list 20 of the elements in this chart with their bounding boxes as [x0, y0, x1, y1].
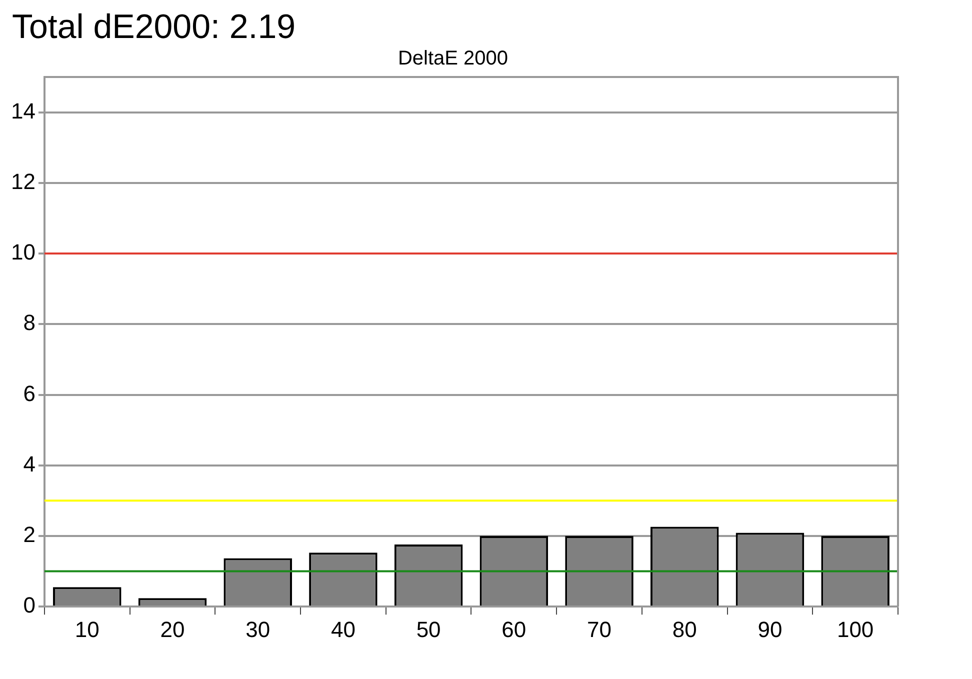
y-tick-label: 10 [10, 240, 36, 265]
y-tick-label: 12 [10, 168, 36, 194]
x-tick-label: 80 [672, 616, 697, 642]
x-tick-label: 60 [502, 616, 526, 642]
y-tick-label: 14 [10, 98, 36, 124]
y-tick-label: 6 [23, 380, 36, 406]
chart-title: Total dE2000: 2.19 [12, 8, 297, 47]
x-tick-label: 70 [587, 616, 612, 642]
y-tick-label: 4 [23, 451, 36, 476]
x-tick-label: 30 [246, 616, 270, 642]
y-tick-label: 8 [23, 310, 36, 336]
x-tick-label: 100 [836, 616, 874, 642]
y-tick-label: 0 [23, 592, 36, 618]
x-tick-label: 20 [160, 616, 185, 642]
x-tick-label: 40 [330, 616, 356, 642]
chart-subtitle: DeltaE 2000 [398, 48, 508, 70]
x-tick-label: 10 [74, 616, 100, 642]
x-tick-label: 90 [758, 616, 782, 642]
y-tick-label: 2 [23, 522, 36, 548]
x-tick-label: 50 [416, 616, 441, 642]
